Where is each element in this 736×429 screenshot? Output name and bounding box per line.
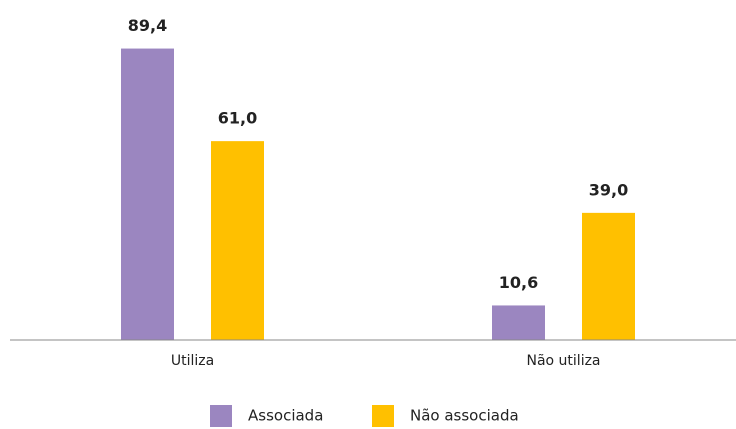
- bar: [211, 141, 264, 340]
- data-label: 61,0: [218, 109, 257, 128]
- bar: [121, 48, 174, 340]
- data-label: 10,6: [499, 273, 538, 292]
- bar: [492, 305, 545, 340]
- legend-label: Associada: [248, 407, 323, 425]
- x-tick-label: Utiliza: [171, 353, 214, 369]
- legend-swatch: [372, 405, 394, 427]
- data-label: 39,0: [589, 180, 628, 199]
- x-tick-label: Não utiliza: [526, 353, 600, 369]
- bar: [582, 212, 635, 340]
- data-label: 89,4: [128, 16, 167, 35]
- legend-label: Não associada: [410, 407, 519, 425]
- legend-swatch: [210, 405, 232, 427]
